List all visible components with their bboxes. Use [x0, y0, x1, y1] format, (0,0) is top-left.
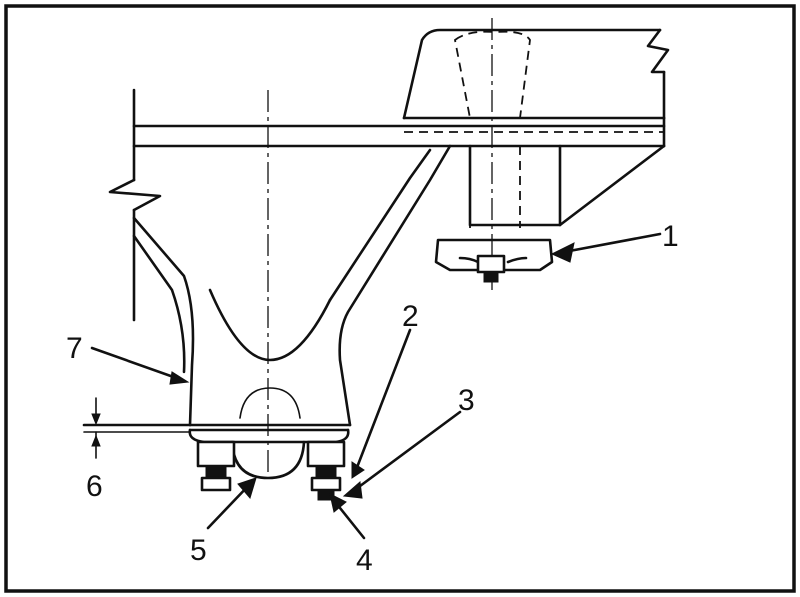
arrow-4 — [329, 493, 347, 513]
callout-3: 3 — [458, 384, 475, 417]
clamp-assembly — [82, 387, 350, 501]
callout-7: 7 — [66, 332, 83, 365]
dimension-6 — [83, 397, 191, 459]
leader-lines — [90, 232, 662, 540]
arrow-2 — [351, 461, 365, 479]
left-wall — [108, 88, 162, 322]
mount-bracket — [132, 144, 452, 427]
callout-5: 5 — [190, 534, 207, 567]
upper-mount — [434, 238, 554, 283]
leader-5 — [206, 482, 252, 530]
callout-1: 1 — [662, 220, 679, 253]
leader-3 — [350, 410, 462, 494]
arrow-5 — [237, 477, 257, 500]
arrow-3 — [342, 481, 363, 499]
leader-7 — [90, 346, 184, 382]
figure-border — [4, 4, 796, 593]
callout-4: 4 — [356, 544, 373, 577]
arrow-7 — [169, 371, 190, 385]
upper-housing — [132, 28, 670, 228]
leader-2 — [354, 328, 412, 472]
callout-2: 2 — [402, 300, 419, 333]
callout-6: 6 — [86, 470, 103, 503]
arrow-1 — [550, 242, 575, 263]
leader-1 — [562, 232, 662, 254]
